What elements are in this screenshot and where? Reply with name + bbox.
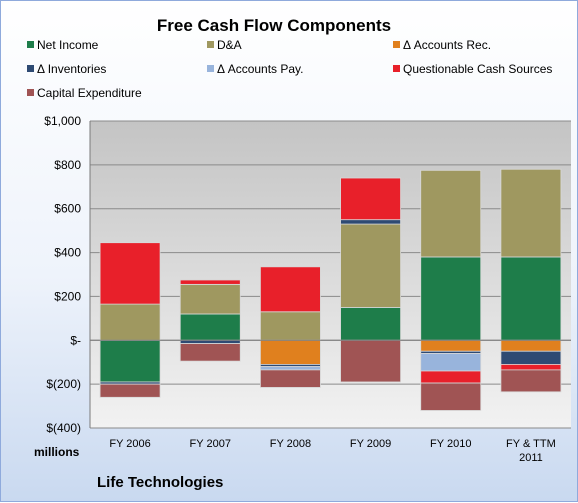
legend-swatch	[393, 65, 400, 72]
legend-swatch	[27, 89, 34, 96]
bar-segment	[340, 306, 401, 341]
x-tick-label: FY 2009	[350, 438, 391, 450]
bar-segment	[500, 364, 562, 371]
bar-segment	[179, 283, 241, 315]
bar-segment	[260, 339, 321, 365]
x-axis: FY 2006 FY 2007 FY 2008 FY 2009 FY 2010 FY & …	[109, 438, 555, 464]
y-tick-label: $200	[54, 289, 81, 303]
x-tick-label: 2011	[519, 452, 543, 464]
bar-segment	[179, 343, 241, 362]
bar-segment	[340, 223, 401, 308]
bar-segment	[500, 168, 562, 258]
legend-label: Δ Inventories	[37, 62, 106, 76]
legend-swatch	[27, 41, 34, 48]
y-tick-label: $(400)	[46, 421, 81, 435]
legend-swatch	[207, 41, 214, 48]
legend-label: Δ Accounts Rec.	[403, 38, 491, 52]
bar-segment	[179, 313, 241, 341]
legend-label: D&A	[217, 38, 242, 52]
y-tick-label: $(200)	[46, 377, 81, 391]
units-label: millions	[34, 445, 80, 459]
y-tick-label: $800	[54, 158, 81, 172]
bar-segment	[420, 370, 482, 384]
legend: Net Income D&A Δ Accounts Rec. Δ Inventorie…	[27, 38, 552, 100]
bar-segment	[420, 339, 482, 352]
bar-segment	[340, 219, 401, 225]
x-tick-label: FY 2008	[270, 438, 311, 450]
bar-segment	[500, 339, 562, 352]
legend-label: Questionable Cash Sources	[403, 62, 552, 76]
bar-segment	[99, 242, 161, 305]
bar-segment	[500, 350, 562, 365]
legend-swatch	[207, 65, 214, 72]
plot-area	[90, 121, 571, 428]
bar-segment	[260, 369, 321, 388]
legend-label: Capital Expenditure	[37, 86, 142, 100]
x-tick-label: FY 2007	[190, 438, 231, 450]
bar-segment	[260, 266, 321, 313]
bar-segment	[500, 256, 562, 341]
x-tick-label: FY 2006	[109, 438, 150, 450]
y-tick-label: $400	[54, 246, 81, 260]
bars	[90, 168, 571, 411]
bar-segment	[99, 303, 161, 341]
chart-title: Free Cash Flow Components	[157, 16, 391, 35]
bar-segment	[99, 383, 161, 398]
x-tick-label: FY 2010	[430, 438, 471, 450]
bar-segment	[420, 353, 482, 372]
legend-swatch	[27, 65, 34, 72]
y-tick-label: $-	[70, 333, 81, 347]
legend-label: Net Income	[37, 38, 99, 52]
bar-segment	[420, 169, 482, 258]
y-axis: $(400) $(200) $- $200 $400 $600 $800 $1,000	[44, 114, 91, 435]
bar-segment	[420, 256, 482, 341]
bar-segment	[260, 366, 321, 371]
bar-segment	[179, 279, 241, 285]
bar-segment	[420, 382, 482, 411]
bar-segment	[99, 339, 161, 383]
bar-segment	[260, 311, 321, 341]
bar-segment	[500, 369, 562, 393]
y-tick-label: $1,000	[44, 114, 81, 128]
bar-segment	[340, 177, 401, 221]
x-tick-label: FY & TTM	[506, 438, 556, 450]
bar-segment	[340, 339, 401, 383]
company-name: Life Technologies	[97, 474, 223, 491]
legend-label: Δ Accounts Pay.	[217, 62, 304, 76]
legend-swatch	[393, 41, 400, 48]
y-tick-label: $600	[54, 202, 81, 216]
